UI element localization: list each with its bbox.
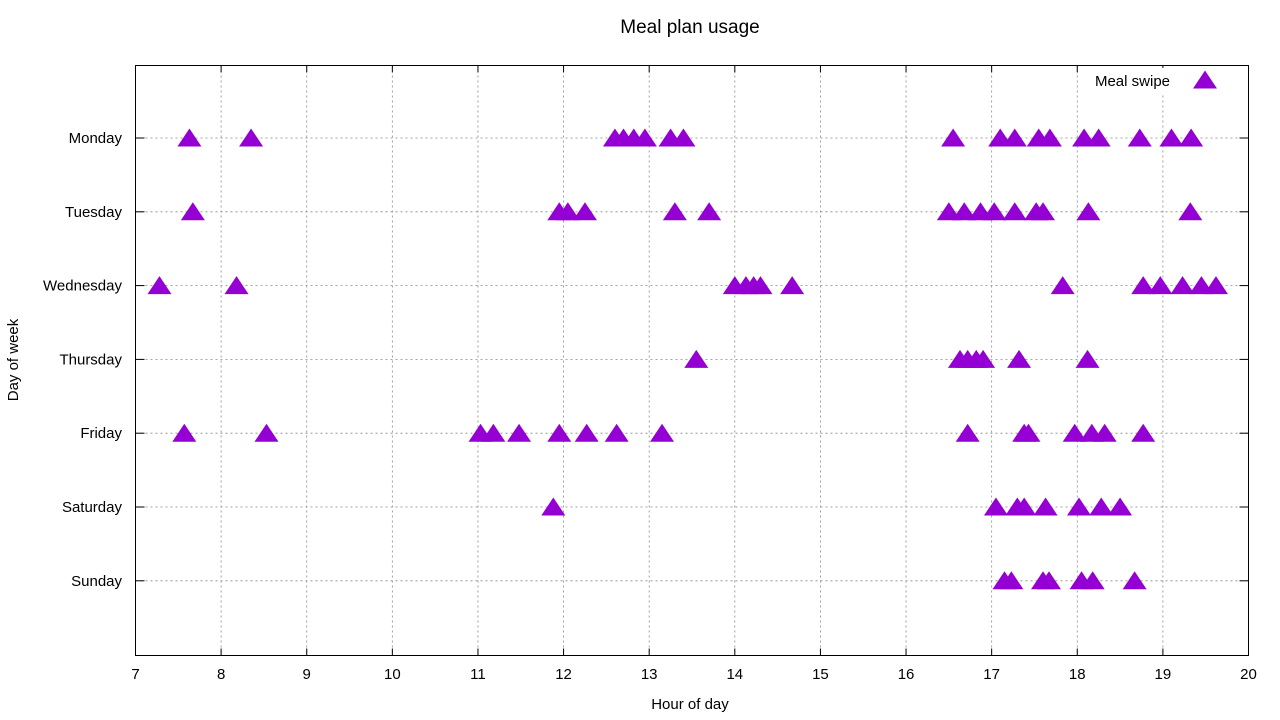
- x-tick-label: 14: [726, 666, 743, 683]
- meal-swipe-point: [1131, 423, 1156, 442]
- meal-swipe-point: [1007, 349, 1032, 368]
- meal-swipe-point: [941, 128, 966, 147]
- meal-swipe-point: [1148, 276, 1173, 295]
- meal-swipe-point: [697, 202, 722, 221]
- meal-swipe-point: [1037, 128, 1062, 147]
- meal-swipe-point: [955, 423, 980, 442]
- meal-swipe-point: [254, 423, 279, 442]
- x-tick-label: 16: [898, 666, 915, 683]
- meal-swipe-point: [936, 202, 961, 221]
- meal-swipe-point: [572, 202, 597, 221]
- meal-swipe-point: [650, 423, 675, 442]
- chart-title: Meal plan usage: [620, 17, 759, 38]
- x-tick-label: 15: [812, 666, 829, 683]
- meal-swipe-point: [574, 423, 599, 442]
- meal-swipe-point: [1159, 128, 1184, 147]
- meal-swipe-point: [983, 497, 1008, 516]
- meal-swipe-point: [780, 276, 805, 295]
- x-tick-label: 17: [983, 666, 1000, 683]
- meal-swipe-point: [1037, 571, 1062, 590]
- meal-swipe-point: [1002, 202, 1027, 221]
- y-axis-label: Day of week: [5, 318, 22, 401]
- meal-swipe-point: [604, 423, 629, 442]
- meal-swipe-point: [1203, 276, 1228, 295]
- meal-swipe-point: [1178, 202, 1203, 221]
- y-tick-label: Saturday: [62, 499, 123, 516]
- legend-marker: [1193, 70, 1217, 89]
- meal-swipe-point: [177, 128, 202, 147]
- meal-swipe-point: [541, 497, 566, 516]
- meal-swipe-point: [999, 571, 1024, 590]
- meal-swipe-point: [684, 349, 709, 368]
- meal-swipe-point: [748, 276, 773, 295]
- grid-layer: [135, 65, 1249, 656]
- x-tick-label: 10: [384, 666, 401, 683]
- x-tick-label: 19: [1155, 666, 1172, 683]
- y-tick-label: Sunday: [71, 573, 122, 590]
- meal-swipe-point: [1092, 423, 1117, 442]
- meal-swipe-point: [1002, 128, 1027, 147]
- meal-swipe-point: [507, 423, 532, 442]
- meal-swipe-point: [1016, 423, 1041, 442]
- y-tick-label: Thursday: [59, 351, 122, 368]
- x-tick-label: 11: [470, 666, 486, 683]
- legend: Meal swipe: [1085, 68, 1235, 94]
- meal-swipe-point: [1031, 202, 1056, 221]
- meal-swipe-point: [1086, 128, 1111, 147]
- y-tick-label: Friday: [80, 425, 122, 442]
- y-tick-label: Tuesday: [65, 204, 122, 221]
- x-tick-label: 18: [1069, 666, 1086, 683]
- meal-swipe-point: [172, 423, 197, 442]
- meal-swipe-point: [1033, 497, 1058, 516]
- meal-swipe-point: [555, 202, 580, 221]
- meal-swipe-point: [1179, 128, 1204, 147]
- meal-swipe-point: [1050, 276, 1075, 295]
- meal-swipe-point: [1066, 497, 1091, 516]
- meal-swipe-point: [1170, 276, 1195, 295]
- y-tick-label: Wednesday: [43, 278, 122, 295]
- x-tick-label: 12: [555, 666, 572, 683]
- meal-swipe-point: [671, 128, 696, 147]
- plot-frame: [135, 65, 1249, 656]
- meal-swipe-point: [547, 423, 572, 442]
- meal-swipe-point: [481, 423, 506, 442]
- meal-swipe-point: [952, 202, 977, 221]
- meal-swipe-point: [239, 128, 264, 147]
- meal-swipe-point: [180, 202, 205, 221]
- meal-swipe-point: [147, 276, 172, 295]
- legend-label: Meal swipe: [1095, 73, 1170, 90]
- meal-swipe-point: [662, 202, 687, 221]
- meal-swipe-point: [1075, 349, 1100, 368]
- meal-swipe-point: [224, 276, 249, 295]
- meal-swipe-point: [1080, 571, 1105, 590]
- x-tick-label: 9: [303, 666, 311, 683]
- meal-swipe-point: [1012, 497, 1037, 516]
- meal-swipe-point: [1127, 128, 1152, 147]
- meal-swipe-point: [971, 349, 996, 368]
- y-tick-label: Monday: [69, 130, 123, 147]
- meal-swipe-point: [1131, 276, 1156, 295]
- x-tick-label: 8: [217, 666, 225, 683]
- meal-swipe-point: [1122, 571, 1147, 590]
- x-axis-label: Hour of day: [651, 696, 729, 713]
- meal-swipe-point: [982, 202, 1007, 221]
- meal-swipe-point: [1108, 497, 1133, 516]
- x-tick-label: 20: [1240, 666, 1257, 683]
- meal-swipe-point: [1089, 497, 1114, 516]
- meal-swipe-point: [1062, 423, 1087, 442]
- x-tick-label: 13: [641, 666, 658, 683]
- meal-swipe-point: [1076, 202, 1101, 221]
- tick-label-layer: 7 8 9 10 11 12 13 14 15 16 17 18 19 20 Monday Tuesday We…: [43, 130, 1257, 683]
- x-tick-label: 7: [131, 666, 139, 683]
- point-layer: [147, 128, 1228, 590]
- meal-swipe-point: [632, 128, 657, 147]
